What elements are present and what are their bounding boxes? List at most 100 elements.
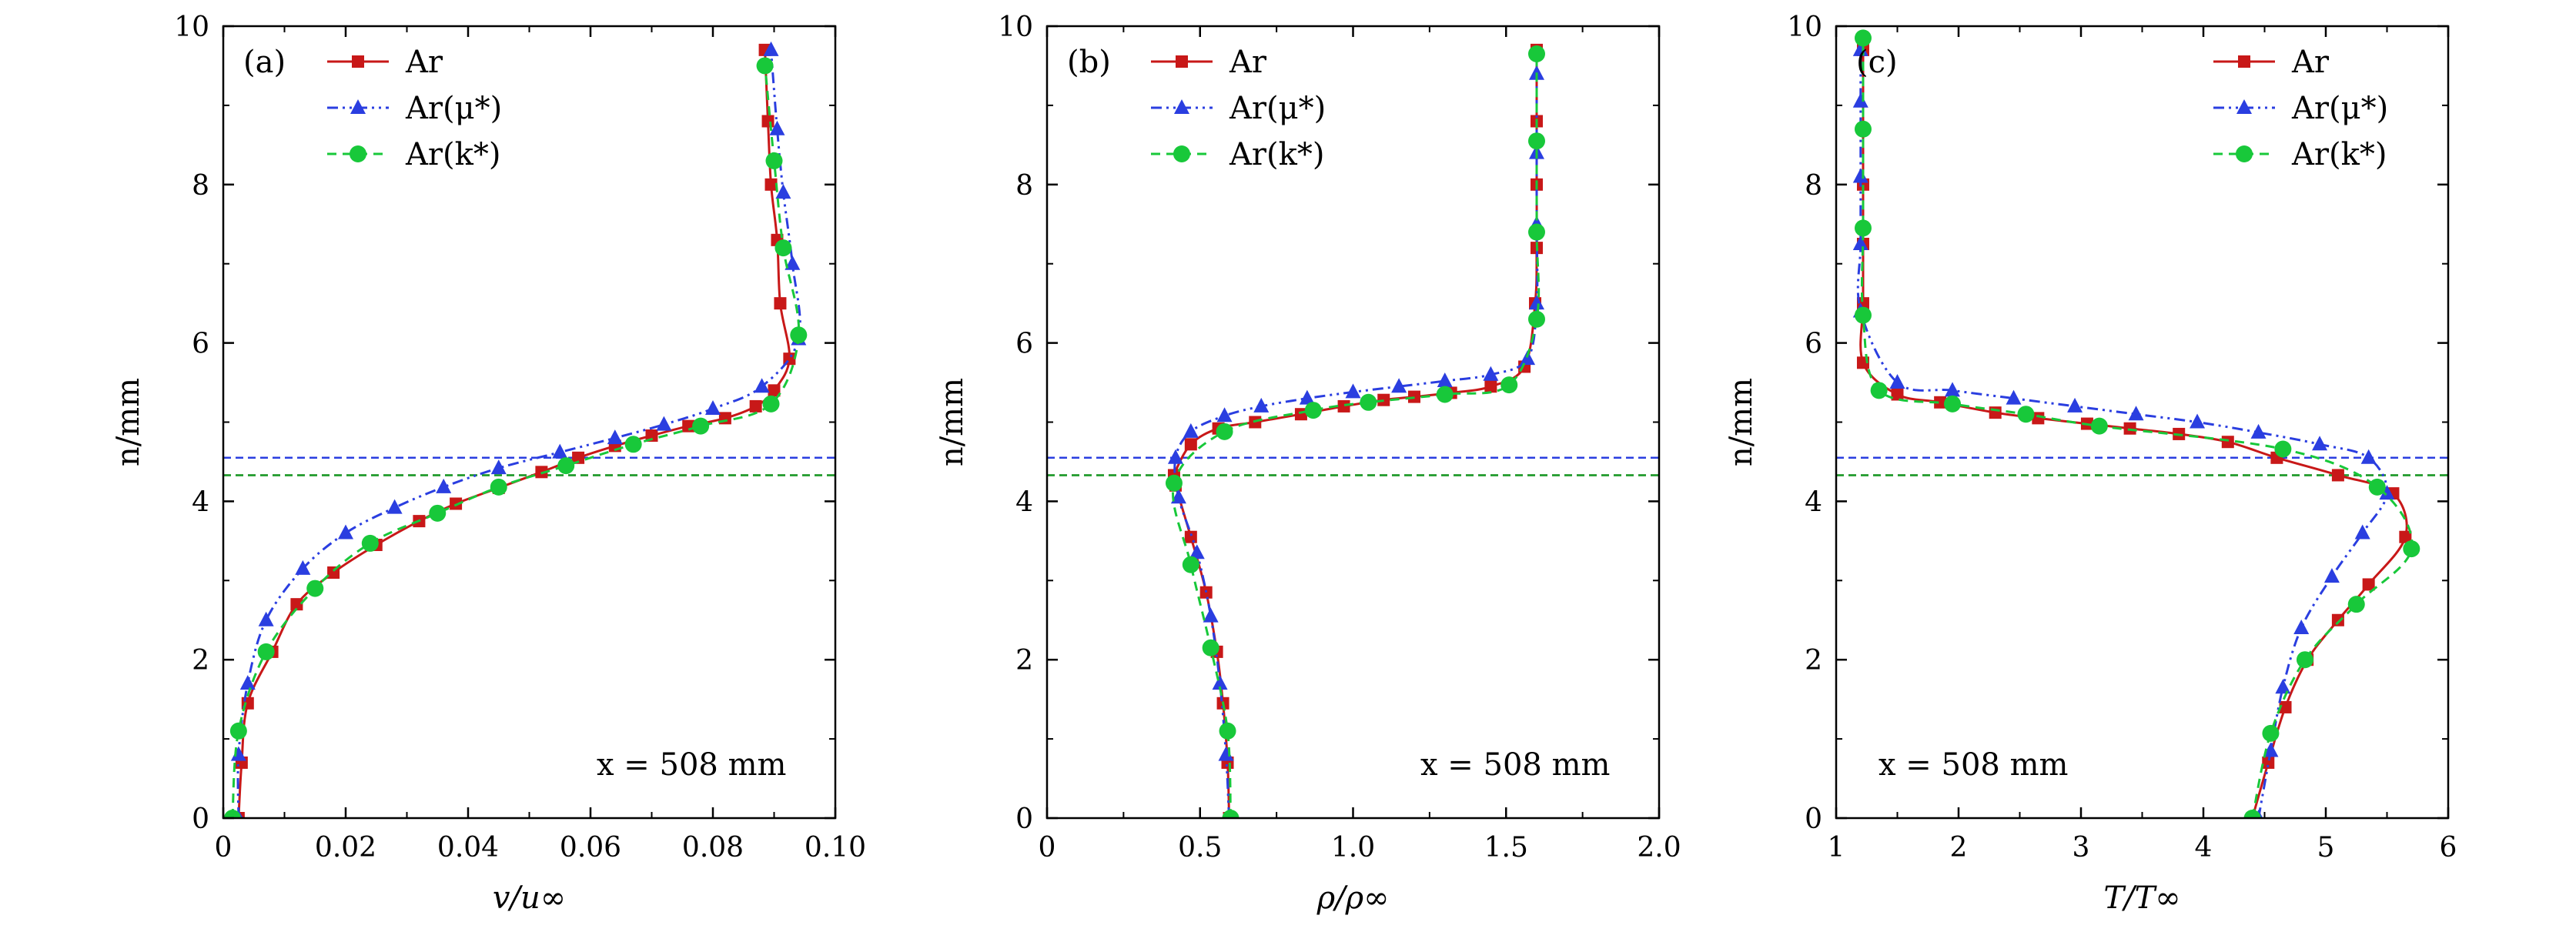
panel-label: (a) (243, 45, 286, 80)
data-point-ar (749, 399, 762, 413)
y-tick-label: 0 (1015, 803, 1033, 835)
data-point-ar-mu (1170, 489, 1186, 504)
y-axis-label: n/mm (935, 378, 970, 466)
data-point-ar-k (1854, 120, 1872, 138)
data-point-ar (2362, 578, 2375, 591)
x-tick-label: 0 (1039, 832, 1056, 864)
data-point-ar-k (1304, 402, 1322, 419)
data-point-ar-mu (490, 459, 507, 475)
data-point-ar (2279, 700, 2292, 713)
data-point-ar-mu (1167, 449, 1183, 464)
plot-area (1852, 29, 2420, 818)
data-point-ar-mu (1852, 235, 1868, 250)
data-point-ar-mu (1391, 378, 1407, 393)
data-point-ar-k (2017, 406, 2035, 423)
annotation: x = 508 mm (1420, 747, 1610, 783)
x-tick-label: 2.0 (1637, 832, 1681, 864)
data-point-ar-k (1202, 639, 1219, 656)
data-point-ar-mu (2354, 524, 2370, 539)
data-point-ar (645, 429, 658, 442)
data-point-ar-k (1854, 306, 1872, 324)
data-point-ar-mu (1212, 675, 1228, 690)
data-point-ar-mu (1183, 423, 1199, 438)
data-point-ar-mu (1852, 168, 1868, 183)
annotation: x = 508 mm (1878, 747, 2068, 783)
data-point-ar (327, 566, 340, 580)
data-point-ar-mu (785, 255, 801, 270)
data-point-ar (572, 451, 585, 464)
data-point-ar-k (2262, 724, 2280, 742)
data-point-ar-mu (239, 675, 256, 690)
series-line-ar-k (1860, 38, 2414, 818)
data-point-ar-k (762, 395, 780, 413)
legend: Ar Ar(μ*) Ar(k*) (2213, 45, 2388, 172)
y-tick-label: 8 (192, 170, 209, 202)
data-point-ar-k (2347, 596, 2365, 613)
data-point-ar-mu (1253, 397, 1270, 413)
data-point-ar-k (1944, 395, 1962, 413)
data-point-ar-mu (2275, 679, 2291, 694)
plot-area (223, 41, 808, 818)
data-point-ar-k (557, 457, 575, 475)
data-point-ar-mu (1483, 366, 1499, 381)
data-point-ar-k (1528, 132, 1545, 150)
legend-label-ar-k: Ar(k*) (1229, 137, 1324, 172)
x-tick-label: 3 (2073, 832, 2090, 864)
data-point-ar-k (223, 810, 241, 818)
y-tick-label: 8 (1015, 170, 1033, 202)
data-point-ar-k (2090, 417, 2108, 435)
data-point-ar-k (1528, 45, 1545, 63)
data-point-ar-k (2368, 478, 2386, 496)
data-point-ar (290, 598, 303, 611)
data-point-ar-k (2296, 651, 2313, 669)
legend-marker-ar-mu (350, 99, 366, 114)
legend-marker-ar-mu (1174, 99, 1189, 114)
data-point-ar-mu (607, 429, 623, 445)
data-point-ar (2262, 756, 2275, 769)
data-point-ar (1184, 438, 1197, 451)
x-axis-label: ρ/ρ∞ (1316, 880, 1390, 916)
data-point-ar-mu (2250, 423, 2267, 439)
data-point-ar-mu (2293, 620, 2310, 635)
data-point-ar-k (1182, 556, 1199, 573)
data-point-ar-mu (754, 378, 770, 393)
y-tick-label: 2 (1805, 645, 1822, 676)
data-point-ar-k (1854, 219, 1872, 237)
data-point-ar-k (1222, 810, 1239, 818)
plot-frame (222, 25, 837, 820)
y-tick-label: 8 (1805, 170, 1822, 202)
data-point-ar-k (1165, 474, 1183, 492)
data-point-ar (1891, 388, 1904, 401)
data-point-ar-mu (552, 443, 568, 459)
x-tick-label: 0.06 (560, 832, 621, 864)
x-tick-label: 4 (2195, 832, 2213, 864)
data-point-ar-mu (2190, 413, 2206, 429)
y-tick-label: 6 (192, 329, 209, 360)
data-point-ar-mu (258, 611, 274, 626)
data-point-ar-mu (1345, 383, 1361, 399)
data-point-ar (768, 384, 781, 397)
data-point-ar-k (2403, 540, 2420, 558)
x-tick-label: 0.10 (805, 832, 866, 864)
y-tick-label: 10 (998, 12, 1033, 43)
x-tick-label: 1.5 (1484, 832, 1528, 864)
x-tick-label: 2 (1950, 832, 1968, 864)
annotation: x = 508 mm (597, 747, 786, 783)
data-point-ar-k (692, 417, 710, 435)
x-tick-label: 1.0 (1331, 832, 1375, 864)
y-tick-label: 4 (192, 486, 209, 518)
x-axis-label: T/T∞ (2103, 880, 2180, 916)
data-point-ar (1184, 530, 1197, 543)
data-point-ar-mu (386, 499, 403, 514)
data-point-ar-mu (295, 560, 311, 575)
y-tick-label: 2 (192, 645, 209, 676)
data-point-ar (450, 497, 463, 510)
data-point-ar-k (790, 326, 808, 344)
y-tick-label: 10 (1787, 12, 1822, 43)
data-point-ar-mu (2323, 568, 2340, 583)
data-point-ar (764, 178, 778, 191)
legend-label-ar: Ar (1229, 45, 1267, 80)
data-point-ar (2331, 469, 2344, 482)
data-point-ar-k (2243, 810, 2261, 818)
legend-label-ar-mu: Ar(μ*) (1229, 91, 1326, 126)
